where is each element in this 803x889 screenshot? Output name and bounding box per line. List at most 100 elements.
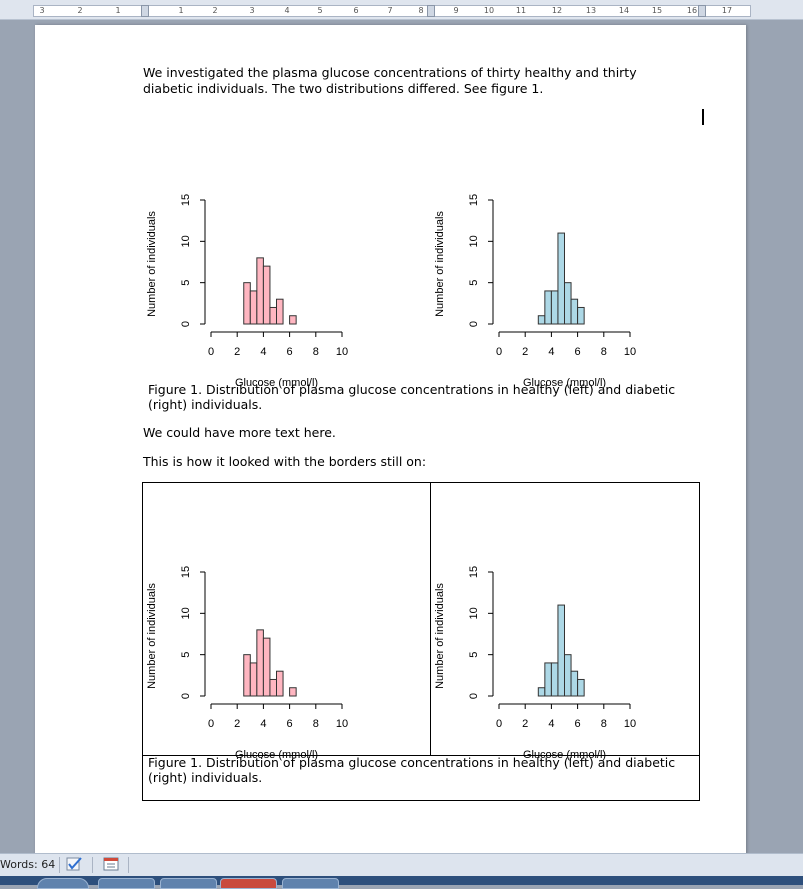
histogram-bar — [289, 315, 297, 325]
histogram-bar — [243, 654, 251, 697]
histogram-bar — [256, 629, 264, 697]
histogram-bar — [262, 265, 271, 325]
ruler-number: 4 — [284, 6, 290, 15]
column-marker[interactable] — [427, 5, 435, 17]
x-tick-label: 4 — [548, 718, 554, 730]
histogram-bar — [276, 298, 284, 325]
x-tick-label: 10 — [336, 346, 348, 358]
x-tick-label: 6 — [575, 718, 581, 730]
taskbar-button[interactable] — [37, 878, 89, 889]
histogram-bar — [564, 654, 572, 697]
table-column-divider — [430, 483, 431, 755]
y-tick-label: 15 — [180, 566, 192, 578]
histogram-bar — [557, 232, 565, 325]
text-cursor — [702, 109, 704, 125]
histogram-bar — [544, 662, 552, 697]
y-tick-label: 0 — [468, 693, 480, 699]
left-indent-marker[interactable] — [141, 5, 149, 17]
histogram-bar — [249, 662, 258, 697]
x-tick-label: 0 — [208, 346, 214, 358]
histogram-bar — [570, 298, 579, 325]
taskbar-button[interactable] — [220, 878, 277, 889]
y-tick-label: 0 — [180, 693, 192, 699]
body-paragraph-1-line-2: diabetic individuals. The two distributi… — [143, 81, 544, 96]
x-tick-label: 4 — [260, 718, 266, 730]
y-tick-label: 15 — [468, 194, 480, 206]
bordered-figure-table[interactable] — [142, 482, 700, 801]
ruler-number: 7 — [387, 6, 393, 15]
ruler-number: 1 — [115, 6, 121, 15]
ruler-number: 12 — [551, 6, 563, 15]
ruler-number: 3 — [39, 6, 45, 15]
y-tick-label: 5 — [180, 652, 192, 658]
histogram-bar — [537, 687, 546, 697]
ruler-number: 10 — [483, 6, 495, 15]
x-axis-label: Glucose (mmol/l) — [235, 377, 318, 389]
right-indent-marker[interactable] — [698, 5, 706, 17]
y-axis-label: Number of individuals — [434, 583, 446, 689]
y-tick-label: 5 — [468, 280, 480, 286]
taskbar — [0, 876, 803, 889]
word-count[interactable]: Words: 64 — [0, 858, 56, 871]
histogram-bar — [269, 678, 277, 697]
histogram-bar — [256, 257, 264, 325]
histogram-bar — [544, 290, 552, 325]
status-separator — [128, 857, 129, 873]
figure-1-pair: 0 5 10 15 0 2 4 6 8 10 Glucose (mmol/l) Number of i… — [143, 157, 699, 401]
horizontal-ruler[interactable]: 3 2 1 1 2 3 4 5 6 7 8 9 10 11 12 13 14 15 16 17 — [0, 0, 803, 20]
histogram-bar — [577, 678, 585, 697]
status-bar: Words: 64 — [0, 853, 803, 876]
y-tick-label: 15 — [180, 194, 192, 206]
x-tick-label: 2 — [234, 346, 240, 358]
x-tick-label: 10 — [624, 346, 636, 358]
figure-1-caption-line-1: Figure 1. Distribution of plasma glucose… — [148, 382, 676, 397]
histogram-bar — [537, 315, 546, 325]
figure-1-caption-line-2: (right) individuals. — [148, 397, 263, 412]
x-axis-label: Glucose (mmol/l) — [235, 749, 318, 761]
document-page[interactable]: We investigated the plasma glucose conce… — [35, 25, 746, 860]
x-tick-label: 8 — [313, 346, 319, 358]
x-tick-label: 10 — [624, 718, 636, 730]
x-tick-label: 4 — [548, 346, 554, 358]
ruler-number: 1 — [178, 6, 184, 15]
x-tick-label: 6 — [287, 346, 293, 358]
ruler-number: 3 — [249, 6, 255, 15]
x-tick-label: 0 — [496, 346, 502, 358]
status-separator — [59, 857, 60, 873]
y-tick-label: 5 — [468, 652, 480, 658]
y-axis-label: Number of individuals — [146, 211, 158, 317]
y-tick-label: 10 — [180, 607, 192, 619]
histogram: 0 5 10 15 0 2 4 6 8 10 Glucose (mmol/l) Number of i… — [146, 194, 348, 389]
histogram-bar — [550, 290, 559, 325]
x-tick-label: 0 — [496, 718, 502, 730]
taskbar-button[interactable] — [160, 878, 217, 889]
histogram-bar — [564, 282, 572, 325]
histogram-bar — [243, 282, 251, 325]
ruler-number: 13 — [585, 6, 597, 15]
y-tick-label: 0 — [468, 321, 480, 327]
x-tick-label: 2 — [234, 718, 240, 730]
macro-record-icon[interactable] — [103, 857, 119, 872]
body-paragraph-3: This is how it looked with the borders s… — [143, 454, 427, 469]
taskbar-button[interactable] — [282, 878, 339, 889]
ruler-number: 17 — [721, 6, 733, 15]
histogram: 0 5 10 15 0 2 4 6 8 10 Glucose (mmol/l) Number of i… — [434, 194, 636, 389]
histogram-bar — [570, 670, 579, 697]
taskbar-button[interactable] — [98, 878, 155, 889]
table-caption-line-2: (right) individuals. — [148, 770, 263, 785]
y-axis-label: Number of individuals — [434, 211, 446, 317]
histogram-bar — [262, 637, 271, 697]
ruler-number: 11 — [515, 6, 527, 15]
ruler-scale — [33, 5, 751, 17]
status-separator — [92, 857, 93, 873]
x-axis-label: Glucose (mmol/l) — [523, 749, 606, 761]
y-tick-label: 10 — [468, 607, 480, 619]
proofing-check-icon[interactable] — [66, 856, 84, 873]
ruler-number: 6 — [353, 6, 359, 15]
figure-1-svg: 0 5 10 15 0 2 4 6 8 10 Glucose (mmol/l) Number of i… — [146, 194, 636, 389]
histogram-bar — [577, 306, 585, 325]
ruler-number: 16 — [686, 6, 698, 15]
x-tick-label: 4 — [260, 346, 266, 358]
table-caption-line-1: Figure 1. Distribution of plasma glucose… — [148, 755, 676, 770]
x-tick-label: 6 — [575, 346, 581, 358]
